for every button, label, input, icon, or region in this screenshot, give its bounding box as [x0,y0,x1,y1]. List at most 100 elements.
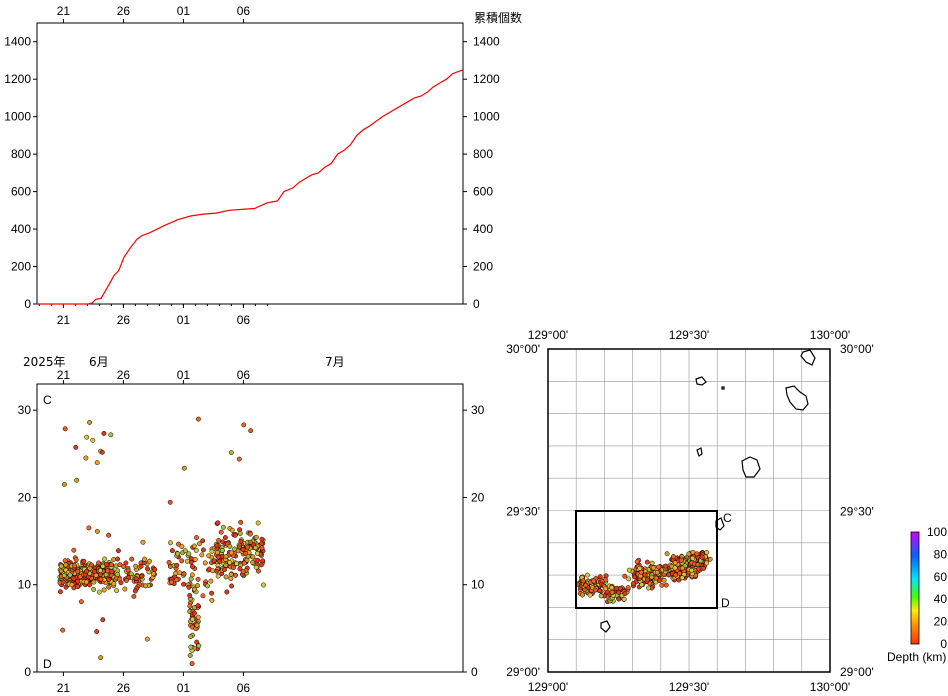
map-lat-label-left: 29°30' [506,505,540,519]
depth-point [259,536,265,542]
depth-point [232,546,238,552]
depth-point [253,564,259,570]
depth-point [228,571,234,577]
depth-point [78,599,84,605]
epicenter-point [673,572,678,578]
depth-point [94,460,100,466]
epicenter-point [638,569,644,575]
depth-point [245,544,251,550]
epicenter-point [642,572,648,578]
depth-point [94,629,100,635]
depth-point [93,572,99,578]
depth-point [90,437,96,443]
depth-point [199,552,205,558]
depth-point [243,550,249,556]
epicenter-point [626,576,632,582]
map-lat-label-left: 30°00' [506,342,540,356]
depth-point [75,578,81,584]
epicenter-point [603,586,608,592]
epicenter-point [695,562,701,568]
box-label-d: D [721,596,730,610]
epicenter-point [656,564,662,570]
depth-ylabel-left: 20 [18,490,32,504]
depth-point [202,560,208,566]
epicenter-point [704,550,710,555]
epicenter-point [587,592,593,598]
map-lat-label-right: 29°00' [840,665,874,679]
map-lat-label-right: 29°30' [840,505,874,519]
depth-point [108,562,114,568]
epicenter-point [690,555,696,561]
depth-point [260,558,266,564]
depth-point [236,456,242,462]
depth-point [253,534,259,540]
depth-point [166,559,172,565]
epicenter-point [649,574,655,580]
cum-ylabel-right: 1200 [473,72,500,86]
island-outline [696,447,703,457]
depth-point [169,579,174,585]
depth-point [133,563,139,569]
depth-point [205,583,210,589]
depth-point [240,569,246,575]
cumulative-ticks [33,19,467,308]
depth-point [189,572,195,578]
depth-point [189,661,195,667]
cumulative-frame [36,22,464,305]
depth-frame [36,383,464,673]
cum-ylabel-left: 200 [11,260,31,274]
depth-point [222,535,228,541]
depth-point [182,548,188,554]
epicenter-point [651,565,656,571]
epicenter-point [659,582,665,588]
depth-point [84,434,90,440]
depth-point [99,449,105,455]
depth-point [190,616,196,622]
depth-point [200,593,206,599]
depth-point [115,556,121,562]
depth-point [227,560,233,566]
depth-point [192,610,197,616]
depth-point [237,531,243,536]
cumulative-tick-labels: 0 0 200 200 400 400 600 600 800 800 1000 1000 1200 12… [4,4,500,327]
depth-point [147,558,152,564]
depth-point [94,528,100,534]
box-label-c: C [723,511,732,525]
depth-point [186,551,192,557]
epicenter-point [644,559,650,565]
depth-point [236,544,242,550]
depth-point [197,541,202,547]
cumulative-chart: 0 0 200 200 400 400 600 600 800 800 1000 1000 1200 12… [4,4,522,327]
depth-point [75,568,81,574]
depth-point [218,529,224,535]
island-outline [785,385,809,411]
depth-point [181,581,187,587]
map-grid [548,349,830,672]
depth-point [220,524,226,530]
epicenter-point [679,575,685,581]
cum-ylabel-right: 0 [473,297,480,311]
epicenter-point [598,593,604,599]
epicenter-point [696,566,702,572]
epicenter-point [625,585,631,591]
depth-points [57,416,267,667]
epicenter-point [630,581,636,587]
depth-point [253,545,259,551]
depth-point [142,556,147,562]
depth-point [109,568,115,574]
depth-point [138,563,144,569]
depth-tick-labels: 0 0 10 10 20 20 30 30 21 21 26 26 01 01 06 06 [18,368,485,695]
depth-point [63,562,69,568]
depth-point [247,539,253,545]
depth-point [188,559,194,565]
depth-point [144,636,150,642]
depth-point [169,548,175,554]
depth-point [222,567,227,573]
depth-point [194,622,200,628]
map-islands [600,349,816,633]
colorbar-tick: 20 [934,615,948,629]
depth-point [71,547,77,553]
depth-point [173,570,179,576]
depth-point [255,557,261,563]
epicenter-point [670,554,676,559]
